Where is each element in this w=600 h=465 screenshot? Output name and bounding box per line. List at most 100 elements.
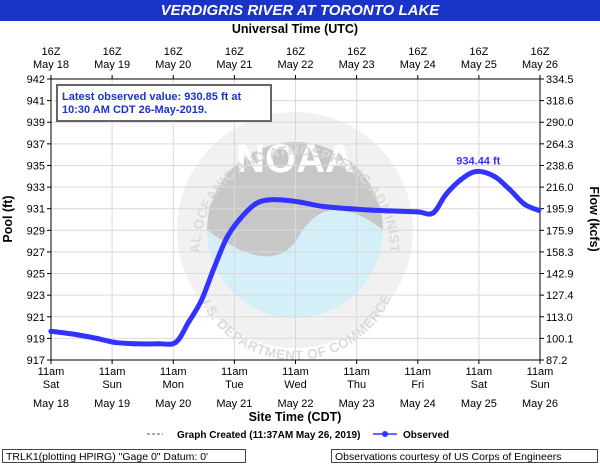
x-tick-date: May 18 [33,398,69,410]
top-tick-date: May 23 [339,59,375,71]
x-tick-weekday: Fri [411,379,424,391]
y2-tick-label: 100.1 [546,333,574,345]
x-tick-date: May 22 [277,398,313,410]
x-tick-time: 11am [99,366,126,378]
x-tick-time: 11am [38,366,65,378]
observed-data-point [491,173,497,179]
y-tick-label: 929 [27,225,45,237]
legend-observed-marker [382,431,388,437]
top-tick-date: May 21 [216,59,252,71]
observed-data-point [415,209,421,215]
y-tick-label: 931 [27,204,45,216]
observed-data-point [73,332,80,338]
y-tick-label: 941 [27,96,45,108]
top-tick-time: 16Z [469,46,488,58]
x-tick-weekday: Sat [43,379,60,391]
x-tick-date: May 21 [216,398,252,410]
observed-series-line [48,168,542,347]
x-tick-date: May 23 [339,398,375,410]
x-tick-time: 11am [282,366,309,378]
observed-data-point [198,298,204,304]
y-tick-label: 927 [27,247,45,259]
observed-data-point [506,186,512,192]
y2-tick-label: 238.6 [546,160,574,172]
x-axis-label: Site Time (CDT) [249,410,342,424]
x-tick-time: 11am [466,366,493,378]
x-tick-weekday: Sun [530,379,550,391]
observed-data-point [320,203,327,210]
x-tick-time: 11am [404,366,431,378]
latest-annotation-box: Latest observed value: 930.85 ft at 10:3… [56,84,272,122]
observed-data-point [173,339,179,345]
observed-data-point [185,319,192,325]
top-tick-date: May 18 [33,59,69,71]
top-axis-label: Universal Time (UTC) [232,22,358,36]
y-axis-label: Pool (ft) [1,195,15,242]
peak-label: 934.44 ft [456,156,500,168]
top-tick-date: May 25 [461,59,497,71]
observed-data-point [155,341,161,347]
top-tick-date: May 26 [522,59,558,71]
top-tick-time: 16Z [225,46,244,58]
observed-data-point [112,339,118,345]
chart-title: VERDIGRIS RIVER AT TORONTO LAKE [0,0,600,21]
observed-data-point [443,192,449,198]
y2-tick-label: 113.0 [546,312,573,324]
x-tick-time: 11am [527,366,554,378]
observed-data-point [298,199,304,205]
footer-credits: Observations courtesy of US Corps of Eng… [331,449,598,463]
observed-data-point [211,265,217,271]
x-tick-time: 11am [160,366,187,378]
y-tick-label: 917 [27,355,45,367]
x-tick-weekday: Tue [225,379,244,391]
y2-tick-label: 264.3 [546,139,574,151]
legend-created-label: Graph Created (11:37AM May 26, 2019) [177,430,360,441]
y-tick-label: 925 [27,269,45,281]
y-tick-label: 937 [27,139,45,151]
series-layer [48,168,542,347]
grid-lines [51,79,540,360]
x-tick-weekday: Sun [102,379,122,391]
x-tick-date: May 25 [461,398,497,410]
y2-tick-label: 158.3 [546,247,574,259]
x-tick-weekday: Thu [347,379,366,391]
legend-observed-label: Observed [403,430,449,441]
top-tick-time: 16Z [347,46,366,58]
y2-tick-label: 216.0 [546,182,574,194]
observed-data-point [264,197,271,203]
x-tick-weekday: Wed [284,379,306,391]
observed-data-point [387,208,393,214]
y2-tick-label: 175.9 [546,225,574,237]
legend: Graph Created (11:37AM May 26, 2019) Obs… [147,430,449,441]
y2-tick-label: 195.9 [546,204,574,216]
y2-tick-label: 87.2 [546,355,567,367]
x-tick-time: 11am [343,366,370,378]
x-tick-date: May 26 [522,398,558,410]
y2-axis-label: Flow (kcfs) [587,186,600,251]
y-tick-label: 935 [27,160,45,172]
observed-data-point [536,207,542,213]
observed-data-point [280,197,286,203]
top-tick-time: 16Z [408,46,427,58]
latest-annotation-line-1: Latest observed value: 930.85 ft at [62,91,241,103]
y2-tick-label: 334.5 [546,74,574,86]
observed-data-point [252,201,258,207]
x-tick-time: 11am [221,366,248,378]
observed-data-point [48,328,54,334]
y2-tick-label: 318.6 [546,96,574,108]
top-tick-date: May 20 [155,59,191,71]
y-tick-label: 942 [27,74,45,86]
y-tick-label: 921 [27,312,45,324]
x-tick-date: May 24 [400,398,436,410]
x-tick-weekday: Sat [471,379,488,391]
observed-data-point [132,341,138,347]
axis-ticks: 942 334.5 941 318.6 939 290.0 937 264.3 935 238.6… [27,46,574,410]
observed-data-point [430,210,436,216]
y-tick-label: 919 [27,333,45,345]
top-tick-date: May 24 [400,59,436,71]
observed-data-point [458,176,464,183]
top-tick-date: May 19 [94,59,130,71]
y2-tick-label: 290.0 [546,117,574,129]
y2-tick-label: 142.9 [546,269,574,281]
